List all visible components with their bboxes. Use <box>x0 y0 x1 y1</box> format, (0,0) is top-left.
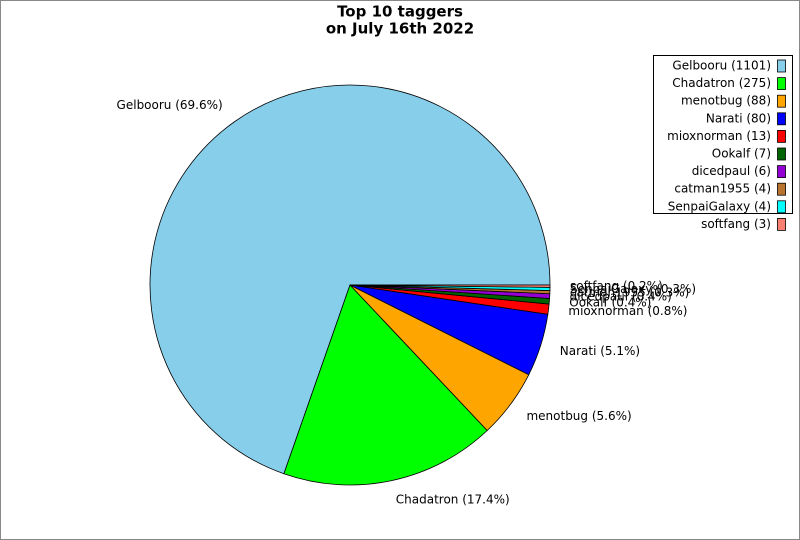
pie-slice <box>349 284 551 288</box>
legend-swatch <box>777 165 786 179</box>
legend-label: Gelbooru (1101) <box>672 59 771 73</box>
legend-box <box>653 55 793 214</box>
legend-swatch <box>777 182 786 196</box>
slice-label: SenpaiGalaxy (0.3%) <box>570 282 696 296</box>
legend-swatch <box>777 59 786 73</box>
legend-label: Chadatron (275) <box>672 76 771 90</box>
legend-swatch <box>777 147 786 161</box>
legend-swatch <box>777 77 786 90</box>
legend-label: catman1955 (4) <box>674 182 771 196</box>
legend-label: menotbug (88) <box>681 94 771 108</box>
legend-swatch <box>777 217 786 231</box>
legend-label: Narati (80) <box>706 111 771 125</box>
pie-slice <box>283 284 488 486</box>
legend-label: dicedpaul (6) <box>692 164 771 178</box>
slice-label: Chadatron (17.4%) <box>396 493 510 507</box>
slice-label: mioxnorman (0.8%) <box>568 304 687 318</box>
legend-swatch <box>777 129 786 143</box>
legend-label: mioxnorman (13) <box>667 129 771 143</box>
legend-label: softfang (3) <box>701 217 771 231</box>
legend-swatch <box>777 94 786 108</box>
pie-slice <box>149 84 551 475</box>
slice-label: Narati (5.1%) <box>560 344 640 358</box>
legend-swatch <box>777 112 786 126</box>
slice-label: menotbug (5.6%) <box>526 409 631 423</box>
legend-label: SenpaiGalaxy (4) <box>668 199 771 213</box>
slice-label: Gelbooru (69.6%) <box>117 98 223 112</box>
slice-label: softfang (0.2%) <box>570 279 663 293</box>
slice-label: dicedpaul (0.4%) <box>570 290 672 304</box>
chart-title: Top 10 taggers <box>337 3 463 21</box>
legend-label: Ookalf (7) <box>712 147 771 161</box>
chart-subtitle: on July 16th 2022 <box>326 20 474 38</box>
slice-label: catman1955 (0.3%) <box>570 285 690 299</box>
legend-swatch <box>777 200 786 214</box>
slice-label: Ookalf (0.4%) <box>569 295 651 309</box>
